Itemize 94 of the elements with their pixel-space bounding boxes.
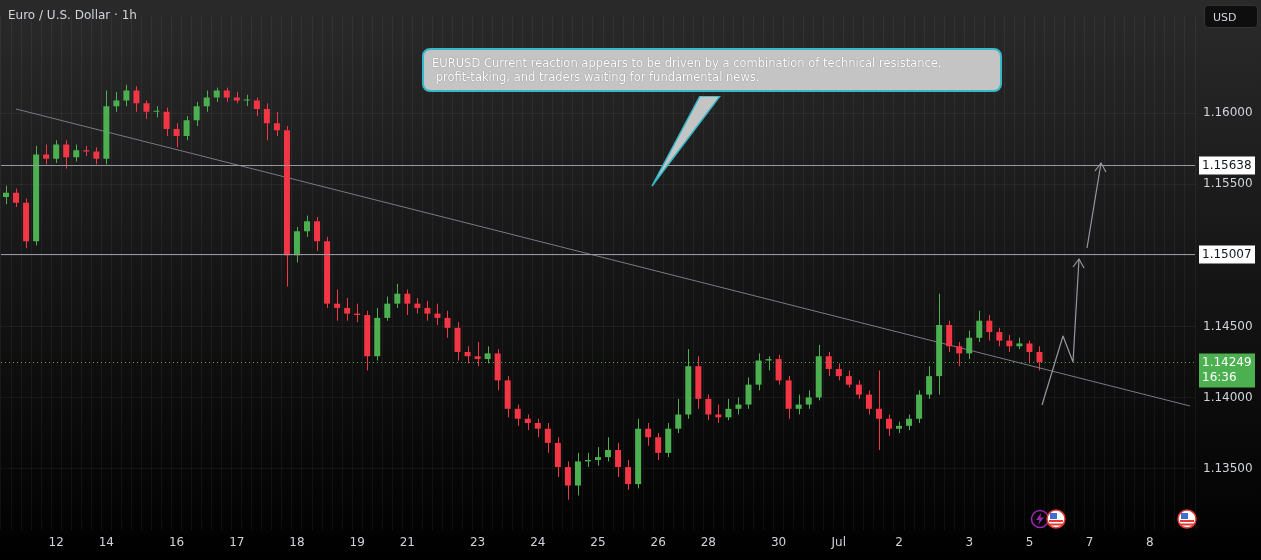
- candlestick: [514, 404, 521, 427]
- candlestick: [625, 459, 632, 491]
- candlestick: [564, 460, 571, 501]
- x-tick-label: 3: [965, 534, 974, 549]
- candlestick: [444, 310, 451, 339]
- candlestick: [996, 327, 1003, 347]
- candlestick: [123, 84, 130, 107]
- x-tick-label: 17: [229, 534, 245, 549]
- candlestick: [725, 398, 732, 421]
- candlestick: [394, 283, 401, 309]
- y-tick-label: 1.13500: [1203, 460, 1253, 475]
- candlestick: [715, 404, 722, 424]
- candlestick: [13, 188, 20, 208]
- x-tick-label: 28: [700, 534, 716, 549]
- y-tick-label: 1.15500: [1203, 176, 1253, 191]
- candlestick: [314, 216, 321, 252]
- candlestick: [253, 97, 260, 117]
- x-tick-label: 2: [895, 534, 903, 549]
- candlestick: [173, 122, 180, 148]
- candlestick: [655, 432, 662, 461]
- annotation: EURUSD Current reaction appears to be driven by a combination of technical resistance, profit-taking, and traders waiting for fundamental news.: [422, 48, 1002, 92]
- candlestick: [474, 341, 481, 367]
- candlestick: [795, 394, 802, 415]
- x-tick-label: 19: [349, 534, 365, 549]
- x-tick-label: 14: [98, 534, 114, 549]
- candlestick: [986, 314, 993, 342]
- candlestick: [615, 442, 622, 478]
- candlestick: [825, 351, 832, 377]
- candlestick: [645, 422, 652, 447]
- ref-line-label: 1.15007: [1202, 246, 1252, 261]
- candlestick: [143, 99, 150, 120]
- candlestick: [885, 414, 892, 437]
- candlestick: [243, 94, 250, 107]
- candlestick: [875, 369, 882, 451]
- x-tick-label: 5: [1025, 534, 1034, 549]
- candlestick: [1026, 340, 1033, 364]
- x-tick-label: 30: [770, 534, 787, 549]
- candlestick: [534, 418, 541, 438]
- candlestick: [434, 303, 441, 326]
- candlestick: [745, 377, 752, 410]
- candlestick: [675, 398, 682, 434]
- candlestick: [63, 139, 70, 170]
- x-tick-label: 12: [48, 534, 64, 549]
- candlestick: [384, 296, 391, 322]
- ref-line-label: 1.14249: [1202, 354, 1252, 369]
- candlestick: [133, 85, 140, 113]
- candlestick: [976, 310, 983, 343]
- text: 16:36: [1202, 369, 1237, 384]
- x-tick-label: 21: [399, 534, 415, 549]
- candlestick: [183, 115, 190, 141]
- x-tick-label: Jul: [830, 534, 847, 549]
- x-tick-label: 8: [1146, 534, 1154, 549]
- candlestick: [404, 288, 411, 316]
- candlestick: [775, 354, 782, 386]
- candlestick: [594, 446, 601, 467]
- speech-bubble: EURUSD Current reaction appears to be driven by a combination of technical resistance, profit-taking, and traders waiting for fundamental news.: [422, 48, 1002, 188]
- x-tick-label: 23: [469, 534, 486, 549]
- candlestick: [946, 320, 953, 353]
- candlestick: [273, 111, 280, 137]
- candlestick: [705, 394, 712, 421]
- y-tick-label: 1.14000: [1203, 389, 1253, 404]
- candlestick: [153, 105, 160, 119]
- candlestick: [1036, 345, 1043, 371]
- candlestick: [203, 90, 210, 113]
- candlestick: [805, 389, 812, 410]
- candlestick: [544, 422, 551, 454]
- y-tick-label: 1.14500: [1203, 318, 1253, 333]
- candlestick: [855, 379, 862, 400]
- ref-line-label: 1.15638: [1202, 157, 1252, 172]
- chart-title: Euro / U.S. Dollar · 1h: [8, 8, 137, 22]
- x-tick-label: 24: [530, 534, 546, 549]
- candlestick: [304, 215, 311, 238]
- candlestick: [334, 288, 341, 322]
- candlestick: [43, 144, 50, 165]
- candlestick: [424, 300, 431, 322]
- candlestick: [605, 436, 612, 462]
- x-tick-label: 7: [1085, 534, 1094, 549]
- candlestick: [966, 330, 973, 360]
- candlestick: [113, 91, 120, 113]
- x-tick-label: 18: [289, 534, 305, 549]
- candlestick: [53, 139, 60, 164]
- y-tick-label: 1.16000: [1203, 105, 1253, 120]
- candlestick: [865, 389, 872, 415]
- candlestick: [2, 185, 10, 205]
- text: USD: [1204, 5, 1258, 28]
- x-tick-label: 25: [590, 534, 606, 549]
- candlestick: [163, 107, 170, 137]
- x-tick-label: 16: [168, 534, 185, 549]
- x-tick-label: 26: [650, 534, 666, 549]
- candlestick: [344, 297, 351, 322]
- candlestick: [193, 101, 200, 127]
- candlestick: [263, 102, 270, 141]
- candlestick: [956, 341, 963, 367]
- candlestick: [926, 365, 933, 400]
